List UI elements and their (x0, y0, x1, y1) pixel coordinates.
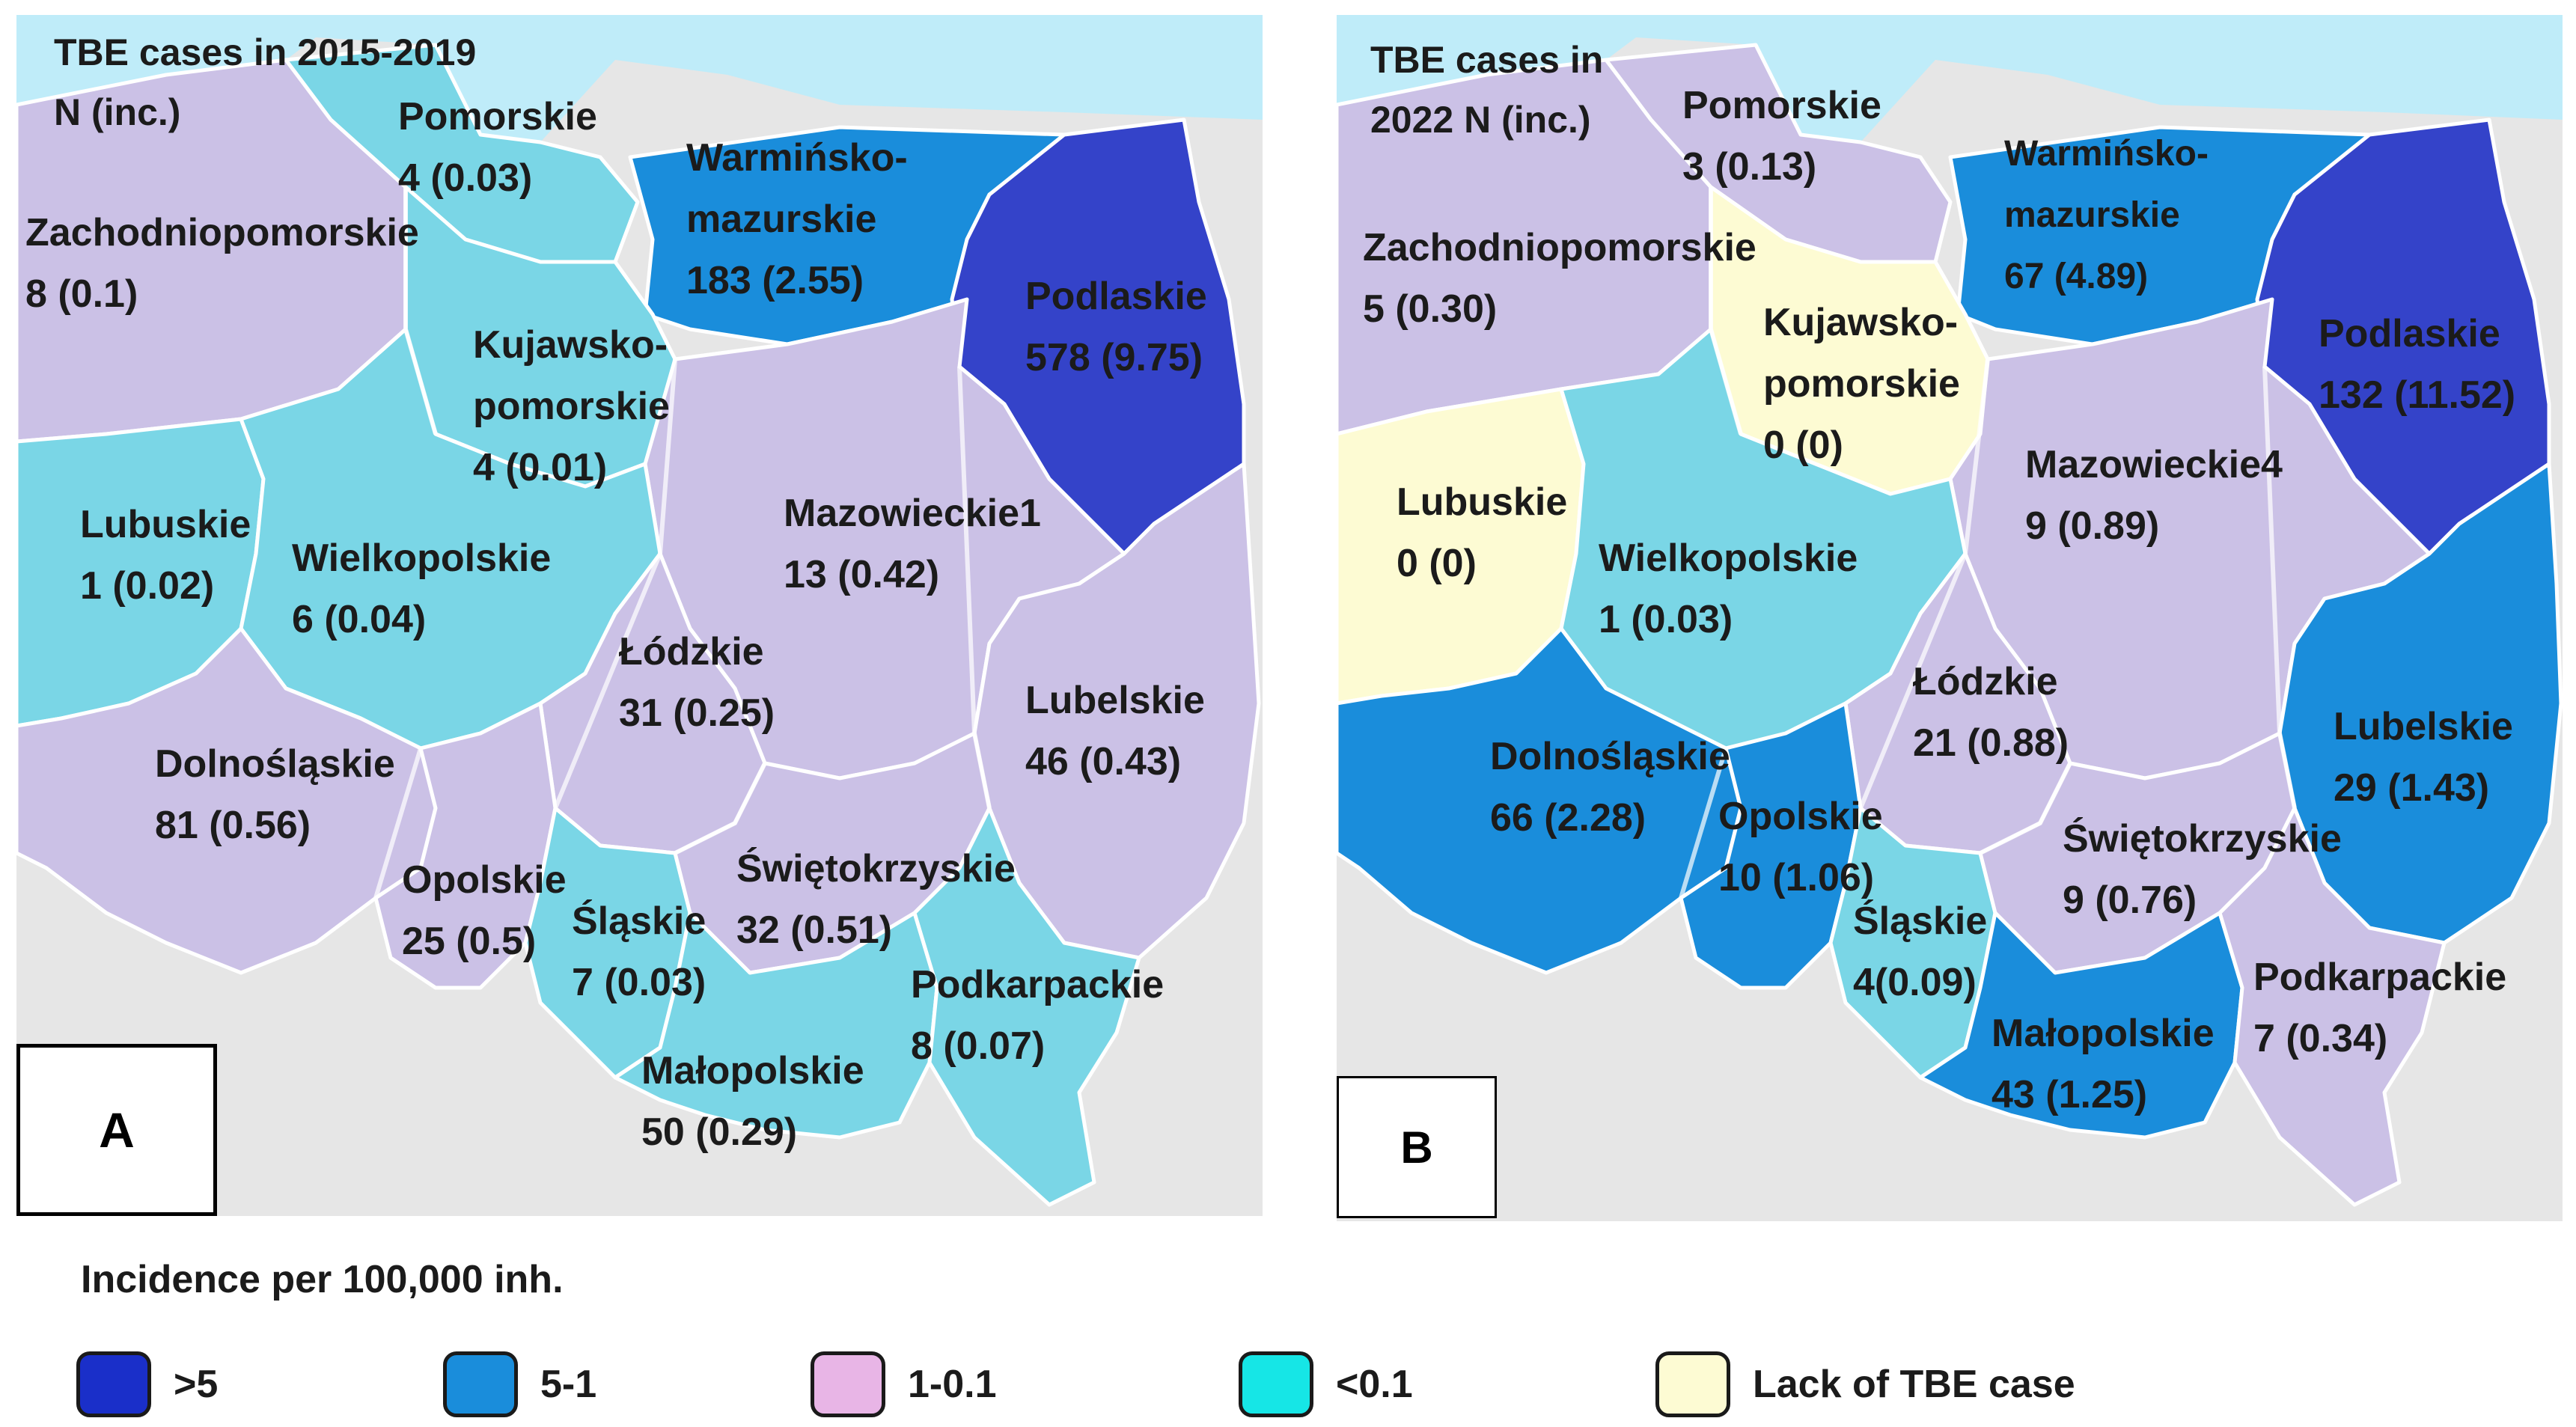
region-label-slaskie: Śląskie 4(0.09) (1853, 899, 1988, 1004)
region-label-pomorskie: Pomorskie 3 (0.13) (1682, 84, 1881, 189)
region-label-dolnoslaskie: Dolnośląskie 81 (0.56) (155, 742, 395, 847)
region-label-opolskie: Opolskie 25 (0.5) (402, 858, 567, 963)
region-label-lodzkie: Łódzkie 31 (0.25) (619, 630, 775, 735)
region-label-zachodniopomorskie: Zachodniopomorskie 5 (0.30) (1363, 226, 1756, 331)
region-label-zachodniopomorskie: Zachodniopomorskie 8 (0.1) (25, 211, 419, 316)
map-panel-b: TBE cases in 2022 N (inc.) Pomorskie 3 (0… (1337, 15, 2563, 1221)
region-label-opolskie: Opolskie 10 (1.06) (1718, 795, 1883, 899)
region-label-podkarpackie: Podkarpackie 7 (0.34) (2253, 956, 2507, 1060)
region-pomorskie (1604, 43, 1953, 264)
region-label-warminsko-mazurskie: Warmińsko-mazurskie 67 (4.89) (2004, 134, 2209, 296)
region-label-mazowieckie: Mazowieckie4 9 (0.89) (2025, 443, 2283, 548)
region-label-mazowieckie: Mazowieckie1 13 (0.42) (784, 492, 1041, 596)
legend-item-5-1: 5-1 (443, 1347, 596, 1422)
region-label-lubelskie: Lubelskie 29 (1.43) (2334, 705, 2513, 810)
region-pomorskie (284, 43, 640, 264)
legend-swatch (1239, 1351, 1313, 1417)
legend-swatch (443, 1351, 518, 1417)
legend-label: >5 (174, 1363, 219, 1406)
region-label-wielkopolskie: Wielkopolskie 6 (0.04) (292, 537, 552, 641)
poland-map-b (1337, 15, 2563, 1221)
region-label-warminsko-mazurskie: Warmińsko-mazurskie 183 (2.55) (686, 136, 908, 302)
legend-swatch (811, 1351, 885, 1417)
region-podkarpackie (912, 806, 1141, 1207)
region-label-podkarpackie: Podkarpackie 8 (0.07) (911, 963, 1165, 1068)
region-boundaries (1679, 187, 2297, 899)
legend-title: Incidence per 100,000 inh. (81, 1258, 564, 1301)
legend-label: 5-1 (540, 1363, 597, 1406)
region-malopolskie (613, 911, 939, 1140)
region-label-wielkopolskie: Wielkopolskie 1 (0.03) (1599, 537, 1858, 641)
region-label-swietokrzyskie: Świętokrzyskie 32 (0.51) (736, 847, 1016, 952)
legend-label: 1-0.1 (908, 1363, 997, 1406)
region-label-podlaskie: Podlaskie 132 (11.52) (2319, 312, 2516, 417)
map-title-line1: TBE cases in (1370, 39, 1604, 81)
region-label-podlaskie: Podlaskie 578 (9.75) (1025, 275, 1207, 379)
legend-item-lack: Lack of TBE case (1655, 1347, 2075, 1422)
region-label-lubuskie: Lubuskie 1 (0.02) (80, 503, 251, 608)
region-label-lodzkie: Łódzkie 21 (0.88) (1913, 660, 2069, 765)
region-label-malopolskie: Małopolskie 50 (0.29) (641, 1049, 864, 1154)
legend-label: <0.1 (1336, 1363, 1413, 1406)
region-label-malopolskie: Małopolskie 43 (1.25) (1991, 1012, 2215, 1116)
region-boundaries (373, 187, 992, 899)
region-label-kujawsko-pomorskie: Kujawsko-pomorskie 0 (0) (1763, 301, 1960, 467)
region-label-slaskie: Śląskie 7 (0.03) (572, 899, 706, 1004)
sea-area (16, 15, 1263, 142)
map-panel-a: TBE cases in 2015-2019 N (inc.) Pomorski… (16, 15, 1263, 1216)
legend-item-1-01: 1-0.1 (811, 1347, 997, 1422)
region-podkarpackie (2218, 806, 2447, 1207)
legend-item-gt5: >5 (76, 1347, 218, 1422)
region-label-lubelskie: Lubelskie 46 (0.43) (1025, 679, 1205, 783)
region-malopolskie (1918, 911, 2244, 1140)
region-opolskie (1679, 701, 1863, 990)
legend-label: Lack of TBE case (1753, 1363, 2075, 1406)
sea-area (1337, 15, 2563, 142)
map-title-line1: TBE cases in 2015-2019 (54, 31, 477, 73)
region-opolskie (373, 701, 558, 990)
legend-swatch (76, 1351, 151, 1417)
region-label-lubuskie: Lubuskie 0 (0) (1397, 480, 1568, 585)
region-label-dolnoslaskie: Dolnośląskie 66 (2.28) (1490, 735, 1730, 840)
legend-swatch (1655, 1351, 1730, 1417)
panel-letter-b: B (1337, 1076, 1497, 1218)
map-title-line2: 2022 N (inc.) (1370, 99, 1591, 141)
region-label-swietokrzyskie: Świętokrzyskie 9 (0.76) (2063, 817, 2342, 922)
poland-map-a (16, 15, 1263, 1216)
legend-item-lt01: <0.1 (1239, 1347, 1413, 1422)
map-title-line2: N (inc.) (54, 91, 181, 133)
region-label-pomorskie: Pomorskie 4 (0.03) (398, 95, 597, 200)
region-label-kujawsko-pomorskie: Kujawsko-pomorskie 4 (0.01) (473, 323, 670, 489)
panel-letter-a: A (16, 1044, 217, 1216)
